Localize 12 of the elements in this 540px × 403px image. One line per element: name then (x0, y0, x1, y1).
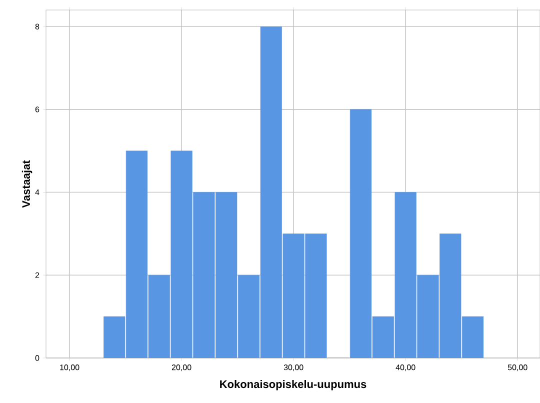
x-tick-label: 20,00 (172, 364, 192, 372)
y-tick-label: 2 (35, 272, 40, 278)
y-tick-label: 6 (35, 106, 40, 112)
x-tick-label: 30,00 (284, 364, 304, 372)
y-tick-label: 0 (35, 355, 40, 361)
y-tick-label: 8 (35, 24, 40, 30)
x-tick-label: 10,00 (60, 364, 80, 372)
y-axis-title: Vastaajat (22, 160, 32, 208)
x-axis-title: Kokonaisopiskelu-uupumus (220, 380, 366, 390)
x-tick-label: 50,00 (508, 364, 528, 372)
x-tick-label: 40,00 (396, 364, 416, 372)
y-tick-label: 4 (35, 190, 40, 196)
